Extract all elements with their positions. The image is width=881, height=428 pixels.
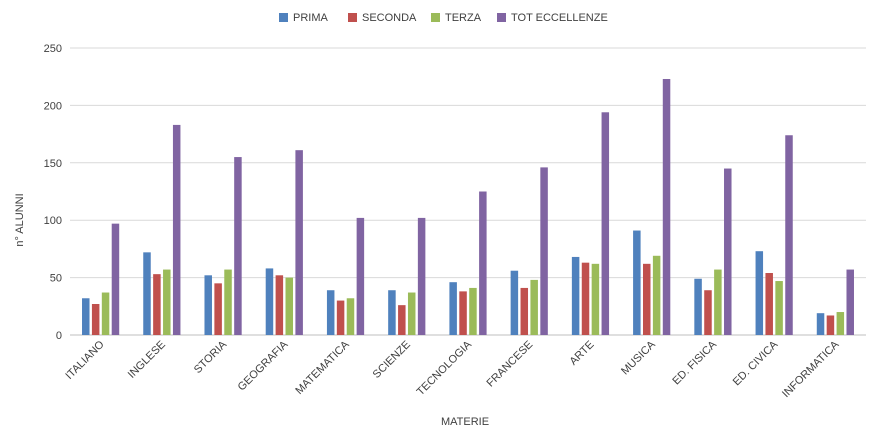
bar bbox=[172, 124, 181, 335]
bar bbox=[520, 287, 529, 335]
bar bbox=[204, 275, 212, 335]
legend-label: SECONDA bbox=[362, 12, 417, 24]
bar bbox=[836, 312, 845, 335]
legend-label: TERZA bbox=[445, 12, 482, 24]
bar bbox=[652, 255, 661, 335]
bar bbox=[510, 270, 519, 335]
bar bbox=[694, 278, 702, 335]
bar bbox=[101, 292, 110, 335]
bar bbox=[336, 300, 345, 335]
bar bbox=[346, 298, 355, 335]
bar bbox=[265, 268, 274, 335]
bar bbox=[224, 269, 232, 335]
x-tick-label: ED. CIVICA bbox=[731, 338, 781, 388]
bar bbox=[479, 191, 487, 335]
legend-label: TOT ECCELLENZE bbox=[511, 12, 608, 24]
bar bbox=[449, 282, 457, 335]
bars bbox=[82, 78, 854, 336]
y-tick-label: 150 bbox=[44, 158, 62, 170]
bar bbox=[571, 256, 580, 335]
bar bbox=[581, 262, 590, 335]
bar bbox=[530, 279, 538, 335]
bar bbox=[295, 150, 303, 335]
bar bbox=[469, 287, 477, 335]
y-tick-label: 100 bbox=[44, 215, 62, 227]
y-tick-label: 250 bbox=[44, 43, 62, 55]
bar bbox=[356, 217, 365, 335]
bar bbox=[163, 269, 171, 335]
bar bbox=[755, 251, 764, 335]
bar bbox=[417, 217, 426, 335]
bar bbox=[724, 168, 732, 335]
bar bbox=[846, 269, 854, 335]
legend-swatch bbox=[431, 13, 440, 22]
bar bbox=[275, 275, 284, 335]
bar bbox=[591, 263, 600, 335]
bar bbox=[662, 78, 671, 335]
bar bbox=[765, 273, 773, 335]
bar bbox=[785, 135, 793, 335]
x-axis-title: MATERIE bbox=[441, 416, 489, 428]
bar bbox=[601, 112, 610, 336]
x-tick-label: INFORMATICA bbox=[780, 338, 842, 400]
y-axis-ticks: 0 50 100 150 200 250 bbox=[44, 43, 62, 342]
x-tick-label: MATEMATICA bbox=[293, 338, 352, 397]
bar bbox=[714, 269, 722, 335]
bar bbox=[285, 277, 294, 335]
bar bbox=[143, 252, 151, 335]
y-axis-title: n° ALUNNI bbox=[14, 193, 26, 246]
y-tick-label: 50 bbox=[50, 273, 62, 285]
legend-label: PRIMA bbox=[293, 12, 329, 24]
bar bbox=[91, 304, 100, 335]
bar bbox=[407, 292, 416, 335]
legend: PRIMA SECONDA TERZA TOT ECCELLENZE bbox=[279, 12, 608, 24]
x-tick-label: GEOGRAFIA bbox=[236, 338, 291, 393]
bar bbox=[214, 283, 222, 335]
x-tick-label: FRANCESE bbox=[485, 339, 536, 390]
x-tick-label: ITALIANO bbox=[63, 338, 107, 382]
bar bbox=[82, 298, 90, 335]
x-tick-label: SCIENZE bbox=[371, 339, 413, 381]
x-tick-label: ED. FISICA bbox=[670, 338, 719, 387]
bar bbox=[816, 313, 825, 335]
bar bbox=[153, 274, 161, 335]
bar bbox=[704, 290, 712, 335]
bar bbox=[326, 290, 335, 335]
y-tick-label: 0 bbox=[56, 330, 62, 342]
x-tick-label: STORIA bbox=[192, 338, 230, 376]
x-axis-ticks: ITALIANO INGLESE STORIA GEOGRAFIA MATEMATICA… bbox=[63, 338, 842, 400]
gridlines bbox=[70, 47, 866, 336]
legend-swatch bbox=[348, 13, 357, 22]
bar bbox=[642, 263, 651, 335]
x-tick-label: MUSICA bbox=[619, 338, 658, 377]
bar bbox=[459, 291, 467, 335]
bar bbox=[234, 157, 242, 335]
bar bbox=[111, 223, 120, 335]
bar bbox=[826, 315, 835, 335]
bar bbox=[540, 167, 548, 335]
y-tick-label: 200 bbox=[44, 100, 62, 112]
x-tick-label: INGLESE bbox=[126, 339, 168, 381]
bar bbox=[398, 305, 406, 335]
legend-swatch bbox=[279, 13, 288, 22]
bar bbox=[633, 230, 641, 335]
legend-swatch bbox=[497, 13, 506, 22]
x-tick-label: ARTE bbox=[567, 339, 596, 368]
bar bbox=[388, 290, 396, 335]
x-tick-label: TECNOLOGIA bbox=[415, 338, 475, 398]
bar bbox=[775, 281, 783, 335]
